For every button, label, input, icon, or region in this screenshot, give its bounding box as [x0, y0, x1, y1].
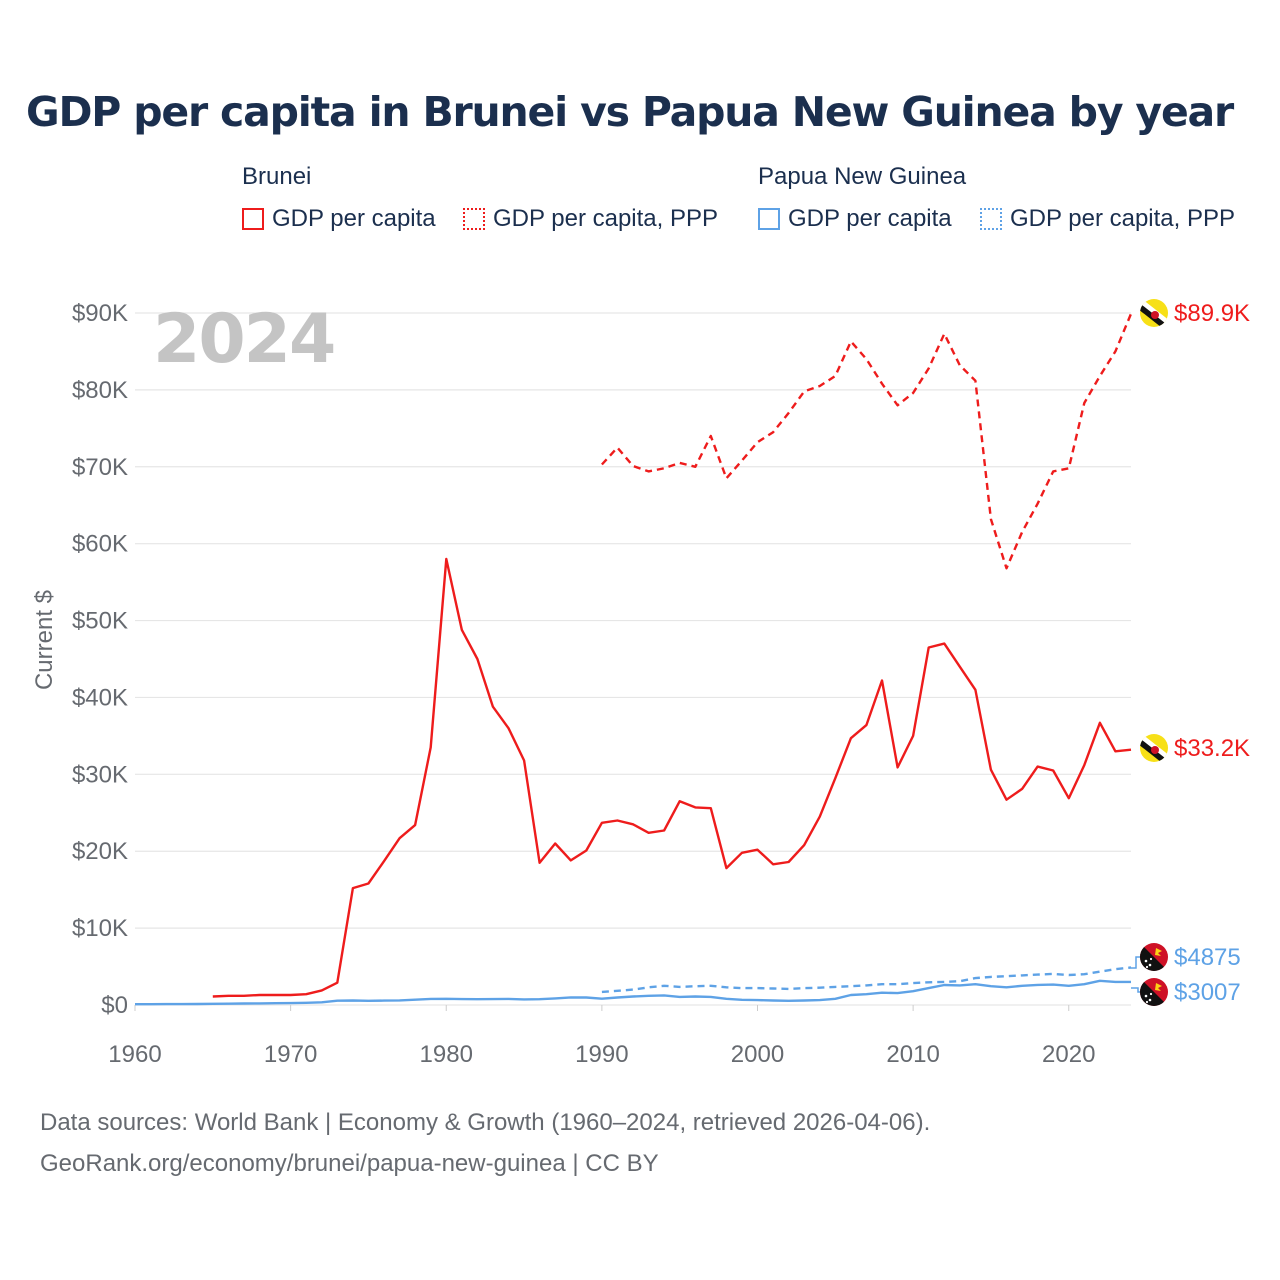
legend-label-brunei-ppp: GDP per capita, PPP	[493, 205, 718, 232]
x-tick-label: 1980	[420, 1041, 473, 1068]
x-axis-ticks: 1960 1970 1980 1990 2000 2010 2020	[108, 1005, 1095, 1068]
legend-title-brunei: Brunei	[242, 163, 312, 190]
y-tick-label: $90K	[72, 300, 128, 327]
y-tick-label: $60K	[72, 531, 128, 558]
connector-png-gdp	[1131, 987, 1140, 993]
end-value-label: $89.9K	[1174, 300, 1250, 327]
end-connectors	[1131, 956, 1140, 993]
y-tick-label: $0	[101, 992, 128, 1019]
legend-label-png-ppp: GDP per capita, PPP	[1010, 205, 1235, 232]
grid-lines	[135, 312, 1131, 1006]
y-tick-label: $30K	[72, 761, 128, 788]
series-line-brunei-dashed[interactable]	[601, 313, 1133, 570]
source-text: Data sources: World Bank | Economy & Gro…	[40, 1109, 931, 1136]
papua-new-guinea-flag-icon	[1140, 978, 1168, 1006]
y-axis-label: Current $	[31, 590, 58, 690]
series-line-png-dashed[interactable]	[601, 966, 1132, 994]
y-tick-label: $20K	[72, 838, 128, 865]
y-tick-label: $40K	[72, 684, 128, 711]
legend-label-png-gdp: GDP per capita	[788, 205, 952, 232]
brunei-flag-icon	[1140, 734, 1168, 762]
y-tick-label: $70K	[72, 454, 128, 481]
y-tick-label: $80K	[72, 377, 128, 404]
x-tick-label: 2000	[731, 1041, 784, 1068]
series-line-png-solid[interactable]	[135, 979, 1131, 1006]
chart-title: GDP per capita in Brunei vs Papua New Gu…	[26, 88, 1234, 136]
end-value-label: $4875	[1174, 944, 1241, 971]
legend-label-brunei-gdp: GDP per capita	[272, 205, 436, 232]
legend-swatch-brunei-ppp	[463, 208, 485, 230]
connector-png-ppp	[1131, 956, 1140, 969]
end-value-label: $3007	[1174, 979, 1241, 1006]
legend-swatch-brunei-gdp	[242, 208, 264, 230]
legend-swatch-png-gdp	[758, 208, 780, 230]
x-tick-label: 2020	[1042, 1041, 1095, 1068]
legend-title-png: Papua New Guinea	[758, 163, 967, 190]
x-tick-label: 1960	[108, 1041, 161, 1068]
source-url[interactable]: GeoRank.org/economy/brunei/papua-new-gui…	[40, 1150, 659, 1177]
series-line-brunei-solid[interactable]	[212, 557, 1132, 998]
legend-item-png-ppp[interactable]: GDP per capita, PPP	[980, 205, 1235, 233]
legend-item-brunei-gdp[interactable]: GDP per capita	[242, 205, 436, 233]
x-tick-label: 1970	[264, 1041, 317, 1068]
papua-new-guinea-flag-icon	[1140, 943, 1168, 971]
year-watermark: 2024	[153, 300, 334, 379]
legend-item-png-gdp[interactable]: GDP per capita	[758, 205, 952, 233]
series-layer	[135, 313, 1133, 1006]
legend-item-brunei-ppp[interactable]: GDP per capita, PPP	[463, 205, 718, 233]
y-tick-label: $10K	[72, 915, 128, 942]
x-tick-label: 2010	[886, 1041, 939, 1068]
end-labels: $33.2K $89.9K $3007 $4875	[1174, 300, 1250, 1006]
y-axis-ticks: $0 $10K $20K $30K $40K $50K $60K $70K $80K $90K	[72, 300, 128, 1019]
end-value-label: $33.2K	[1174, 735, 1250, 762]
legend-swatch-png-ppp	[980, 208, 1002, 230]
brunei-flag-icon	[1140, 299, 1168, 327]
y-tick-label: $50K	[72, 608, 128, 635]
x-tick-label: 1990	[575, 1041, 628, 1068]
